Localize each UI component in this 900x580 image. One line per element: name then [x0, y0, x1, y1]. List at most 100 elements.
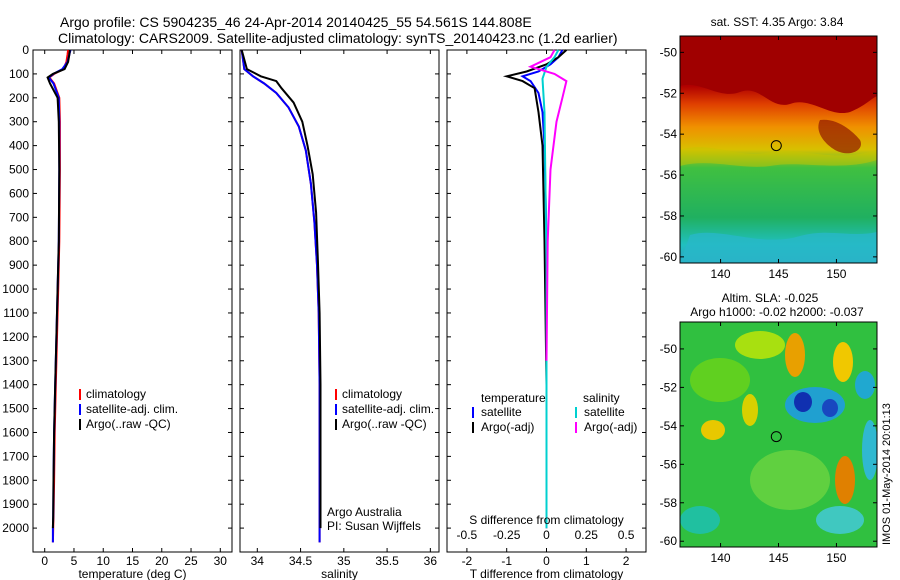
x-tick-label: 34.5	[289, 554, 313, 568]
y-tick-label: 400	[9, 139, 29, 153]
y-tick-label: -50	[660, 45, 678, 59]
y-tick-label: 1300	[2, 354, 29, 368]
x-tick-label: 10	[97, 554, 111, 568]
legend-entry: satellite-adj. clim.	[342, 402, 434, 416]
y-tick-label: 1800	[2, 473, 29, 487]
sla-map-title-line1: Altim. SLA: -0.025	[722, 291, 819, 305]
legend-entry: Argo(-adj)	[584, 420, 637, 434]
y-tick-label: -60	[660, 534, 678, 548]
annotation-text: PI: Susan Wijffels	[327, 519, 421, 533]
x-axis-label: temperature (deg C)	[78, 567, 186, 580]
legend-entry: Argo(..raw -QC)	[86, 417, 171, 431]
annotation-text: Argo Australia	[327, 505, 402, 519]
sst-map-panel: sat. SST: 4.35 Argo: 3.84 140 145 150 -50 -5…	[660, 15, 878, 281]
x-axis-label: T difference from climatology	[470, 567, 624, 580]
x-tick-label: 36	[424, 554, 438, 568]
y-tick-label: 1900	[2, 497, 29, 511]
legend-entry: climatology	[342, 387, 402, 401]
top-tick-label: -0.5	[457, 528, 478, 542]
x-tick-label: 150	[826, 267, 846, 281]
argo-location-marker	[770, 431, 782, 443]
y-tick-label: 800	[9, 234, 29, 248]
y-tick-label: 2000	[2, 521, 29, 535]
y-tick-label: -54	[660, 419, 678, 433]
x-tick-label: 1	[583, 554, 590, 568]
y-tick-label: -54	[660, 127, 678, 141]
x-tick-label: 34	[251, 554, 265, 568]
difference-panel: -2 -1 0 1 2T difference from climatology temp…	[446, 49, 647, 580]
x-tick-label: 2	[623, 554, 630, 568]
legend-entry: climatology	[86, 387, 146, 401]
side-stamp: IMOS 01-May-2014 20:01:13	[881, 403, 893, 545]
y-tick-label: -58	[660, 496, 678, 510]
argo-location-marker	[770, 140, 782, 152]
series-line-2	[240, 49, 322, 529]
sla-map-panel: Altim. SLA: -0.025 Argo h1000: -0.02 h20…	[660, 291, 878, 565]
y-tick-label: -50	[660, 342, 678, 356]
y-tick-label: 1600	[2, 425, 29, 439]
y-tick-label: 1400	[2, 378, 29, 392]
y-tick-label: 1100	[3, 306, 29, 320]
legend-entry: Argo(-adj)	[481, 420, 534, 434]
x-tick-label: 145	[768, 551, 788, 565]
series-line-0	[240, 49, 321, 543]
sla-field	[680, 322, 877, 547]
y-tick-label: 1500	[2, 402, 29, 416]
y-tick-label: 900	[9, 258, 29, 272]
y-tick-label: -56	[660, 457, 678, 471]
y-tick-label: -58	[660, 209, 678, 223]
y-tick-label: 0	[22, 43, 29, 57]
sst-map-title: sat. SST: 4.35 Argo: 3.84	[711, 15, 844, 29]
x-tick-label: 20	[155, 554, 169, 568]
sla-map-title-line2: Argo h1000: -0.02 h2000: -0.037	[690, 305, 864, 319]
plot-frame	[239, 49, 440, 553]
y-tick-label: 1700	[2, 449, 29, 463]
top-tick-label: 0.5	[618, 528, 635, 542]
x-tick-label: 140	[711, 551, 731, 565]
sst-field	[680, 36, 877, 263]
top-tick-label: 0	[543, 528, 550, 542]
legend-entry: Argo(..raw -QC)	[342, 417, 427, 431]
plot-frame	[32, 49, 233, 553]
y-tick-label: -60	[660, 250, 678, 264]
y-tick-label: 300	[9, 115, 29, 129]
x-tick-label: 5	[71, 554, 78, 568]
legend-entry: satellite	[584, 405, 625, 419]
x-tick-label: 0	[41, 554, 48, 568]
series-line-2	[46, 49, 71, 529]
y-tick-label: 100	[9, 67, 29, 81]
x-tick-label: 15	[126, 554, 140, 568]
legend-entry: satellite-adj. clim.	[86, 402, 178, 416]
x-tick-label: 140	[711, 267, 731, 281]
legend-header: temperature	[481, 391, 546, 405]
top-tick-label: -0.25	[493, 528, 521, 542]
x-axis-label: salinity	[321, 567, 358, 580]
y-tick-label: 200	[9, 91, 29, 105]
y-tick-label: 500	[9, 163, 29, 177]
figure-title-line2: Climatology: CARS2009. Satellite-adjuste…	[58, 30, 618, 46]
y-tick-label: 1200	[2, 330, 29, 344]
top-tick-label: 0.25	[575, 528, 599, 542]
x-tick-label: 25	[184, 554, 198, 568]
y-tick-label: 600	[9, 186, 29, 200]
y-tick-label: -52	[660, 380, 678, 394]
x-tick-label: 35.5	[375, 554, 399, 568]
legend-header: salinity	[583, 391, 620, 405]
y-tick-label: -52	[660, 86, 678, 100]
sla-map-axes: 140 145 150 -50 -52 -54 -56 -58 -60	[660, 322, 877, 565]
figure-title-line1: Argo profile: CS 5904235_46 24-Apr-2014 …	[60, 14, 532, 30]
sst-map-axes: 140 145 150 -50 -52 -54 -56 -58 -60	[660, 36, 877, 281]
y-tick-label: 700	[9, 210, 29, 224]
x-tick-label: 35	[337, 554, 351, 568]
x-tick-label: -2	[462, 554, 473, 568]
x-tick-label: 30	[214, 554, 228, 568]
x-tick-label: 150	[826, 551, 846, 565]
temperature-panel: 0100200300400500600700800900100011001200…	[2, 43, 233, 580]
x-tick-label: 0	[543, 554, 550, 568]
salinity-panel: 34 34.5 35 35.5 36 salinity climatologysatelli…	[239, 49, 440, 580]
y-tick-label: 1000	[2, 282, 29, 296]
x-tick-label: 145	[768, 267, 788, 281]
series-line-3	[527, 49, 568, 361]
legend-entry: satellite	[481, 405, 522, 419]
